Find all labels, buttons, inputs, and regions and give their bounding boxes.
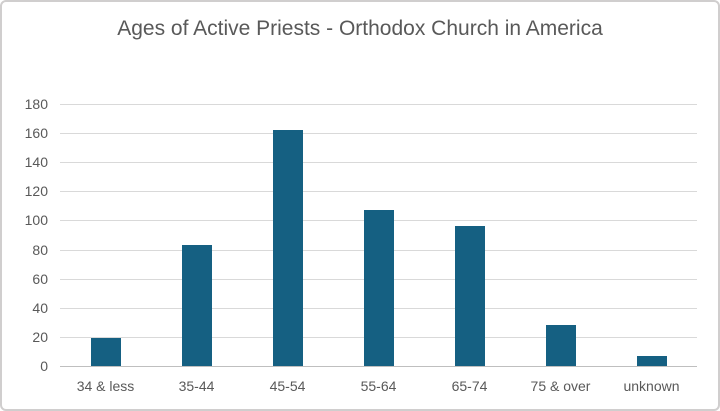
plot-area [60,104,697,367]
bar-55-64 [363,210,394,366]
x-axis-label: 65-74 [451,378,488,394]
gridline [60,133,697,135]
x-axis-label: 35-44 [178,378,215,394]
y-tick-label: 100 [24,212,48,229]
y-tick-label: 180 [24,96,48,112]
y-tick-label: 60 [32,270,48,287]
x-axis-label: 75 & over [530,378,591,394]
y-tick-label: 40 [32,299,48,316]
x-axis-label: 55-64 [360,378,397,394]
bar-75-and-over [545,325,576,366]
bar-34-and-less [90,338,121,366]
y-tick-label: 20 [32,328,48,345]
bar-45-54 [272,130,303,366]
gridline [60,191,697,193]
bar-unknown [636,355,667,366]
gridline [60,162,697,164]
bar-65-74 [454,226,485,366]
y-tick-label: 140 [24,154,48,171]
y-tick-label: 80 [32,241,48,258]
y-tick-label: 120 [24,183,48,200]
x-axis-label: 45-54 [269,378,306,394]
y-tick-label: 160 [24,125,48,142]
y-tick-label: 0 [40,358,48,374]
x-axis-label: 34 & less [76,378,135,394]
chart-title-text: Ages of Active Priests - Orthodox Church… [117,17,603,40]
chart-title: Ages of Active Priests - Orthodox Church… [2,12,718,45]
bar-35-44 [181,245,212,366]
gridline [60,104,697,105]
x-axis-label: unknown [623,378,680,394]
